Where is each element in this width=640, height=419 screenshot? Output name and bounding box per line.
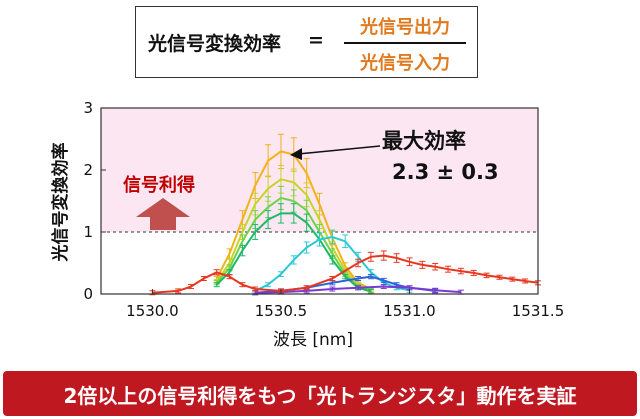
data-point	[393, 253, 400, 263]
y-axis-label: 光信号変換効率	[50, 143, 71, 263]
data-point	[342, 234, 349, 249]
fraction-bar	[344, 42, 466, 44]
footer-banner: 2倍以上の信号利得をもつ「光トランジスタ」動作を実証	[3, 371, 637, 416]
formula-lhs: 光信号変換効率	[148, 33, 282, 55]
data-point	[367, 274, 374, 280]
efficiency-chart: 1530.0 1530.5 1531.0 1531.5 0 1 2 3 波長 [nm] 光信号…	[50, 99, 564, 350]
data-point	[252, 286, 259, 292]
x-tick-label: 1530.0	[126, 302, 179, 320]
data-point	[239, 282, 246, 288]
data-point	[252, 224, 259, 240]
data-point	[329, 229, 336, 245]
data-point	[457, 267, 464, 275]
data-point	[329, 276, 336, 281]
x-tick-label: 1531.5	[512, 302, 565, 320]
x-tick-label: 1531.0	[383, 302, 436, 320]
gain-label: 信号利得	[123, 174, 195, 196]
data-point	[316, 232, 323, 247]
data-point	[290, 255, 297, 265]
data-point	[367, 251, 374, 262]
data-point	[303, 241, 310, 254]
data-point	[496, 274, 503, 280]
data-point	[380, 284, 387, 290]
data-point	[355, 285, 362, 291]
data-point	[290, 203, 297, 224]
max-efficiency-value: 2.3 ± 0.3	[392, 160, 499, 184]
formula-equals: =	[308, 29, 324, 51]
data-point	[380, 250, 387, 261]
data-point	[432, 287, 439, 293]
ticks-layer: 1530.0 1530.5 1531.0 1531.5 0 1 2 3	[83, 99, 564, 320]
gain-arrow-icon	[136, 198, 190, 230]
formula-numerator: 光信号出力	[360, 17, 450, 38]
data-point	[213, 282, 220, 288]
data-point	[265, 282, 272, 288]
data-point	[200, 276, 207, 281]
data-point	[303, 213, 310, 232]
data-point	[406, 257, 413, 267]
data-point	[239, 244, 246, 257]
data-point	[432, 262, 439, 271]
data-point	[380, 277, 387, 283]
max-efficiency-label: 最大効率	[382, 129, 466, 153]
y-tick-label: 3	[83, 99, 93, 117]
plot-frame	[100, 107, 539, 295]
y-tick-label: 0	[83, 285, 93, 303]
data-point	[175, 288, 182, 294]
x-axis-label: 波長 [nm]	[273, 330, 353, 350]
data-point	[277, 271, 284, 278]
data-point	[329, 286, 336, 292]
y-tick-label: 1	[83, 223, 93, 241]
data-point	[470, 269, 477, 276]
data-point	[226, 274, 233, 280]
data-point	[355, 258, 362, 268]
max-efficiency-arrowhead	[290, 148, 302, 160]
data-point	[213, 269, 220, 276]
data-point	[329, 255, 336, 265]
data-point	[509, 276, 516, 282]
max-efficiency-arrow	[297, 145, 381, 155]
data-point	[445, 265, 452, 273]
data-point	[187, 284, 194, 290]
data-point	[342, 274, 349, 280]
series-layer	[149, 133, 541, 296]
y-tick-label: 2	[83, 161, 93, 179]
data-point	[522, 278, 529, 284]
data-point	[277, 203, 284, 224]
data-point	[419, 260, 426, 269]
formula-denominator: 光信号入力	[360, 53, 450, 74]
formula-box: 光信号変換効率 = 光信号出力 光信号入力	[135, 6, 478, 78]
x-tick-label: 1530.5	[255, 302, 308, 320]
data-point	[483, 272, 490, 279]
data-point	[303, 285, 310, 291]
data-point	[355, 276, 362, 281]
data-point	[265, 210, 272, 230]
footer-text: 2倍以上の信号利得をもつ「光トランジスタ」動作を実証	[63, 384, 577, 408]
series-line-7	[152, 254, 539, 294]
